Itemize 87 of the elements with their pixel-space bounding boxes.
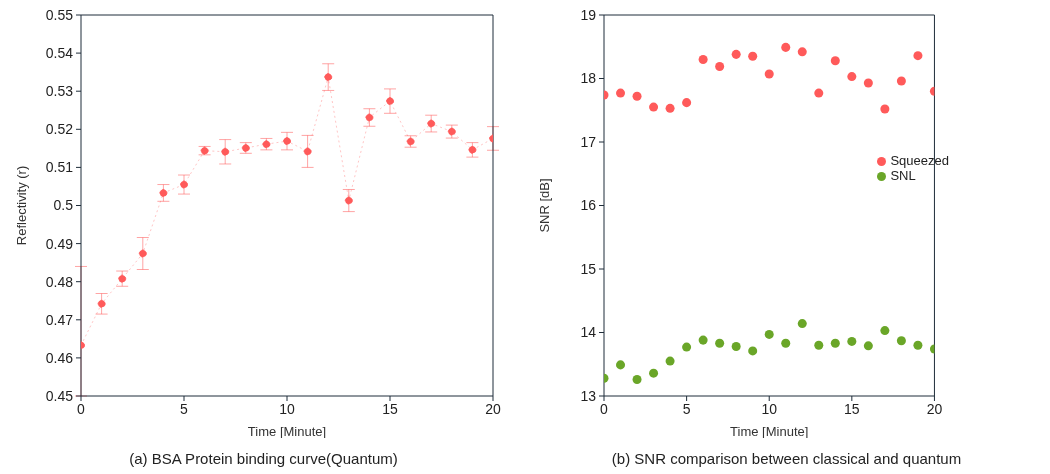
point — [781, 42, 791, 52]
point — [880, 104, 890, 114]
point — [814, 88, 824, 98]
y-axis-title: Reflectivity (r) — [13, 165, 29, 246]
text: (b) SNR comparison between classical and quantum — [611, 450, 962, 467]
point — [682, 98, 692, 108]
point — [913, 340, 923, 350]
point — [781, 338, 791, 348]
point — [365, 113, 374, 122]
y-tick-label: 0.46 — [45, 349, 74, 366]
point — [386, 97, 394, 106]
y-tick-label: 19 — [580, 6, 597, 23]
point — [649, 102, 659, 112]
x-tick-label: 5 — [682, 400, 691, 417]
y-tick-label: 0.48 — [45, 273, 74, 290]
point — [863, 78, 873, 88]
point — [896, 76, 906, 86]
point — [880, 326, 890, 336]
point — [221, 147, 230, 156]
y-tick-label: 15 — [580, 260, 597, 277]
y-tick-label: 18 — [580, 70, 597, 87]
y-tick-label: 0.52 — [45, 121, 74, 138]
x-tick-label: 15 — [382, 400, 398, 417]
x-tick-label: 0 — [600, 400, 609, 417]
point — [97, 299, 106, 308]
point — [764, 69, 774, 79]
point — [830, 338, 840, 348]
legend-label: SNL — [890, 168, 916, 183]
y-tick-label: 0.53 — [45, 83, 74, 100]
y-tick-label: 0.5 — [53, 197, 74, 214]
point — [468, 145, 477, 154]
point — [324, 73, 333, 82]
y-tick-label: 17 — [580, 133, 597, 150]
point — [180, 180, 188, 189]
point — [665, 356, 675, 366]
point — [830, 56, 840, 66]
point — [616, 88, 626, 98]
x-axis-title: Time [Minute] — [730, 424, 809, 439]
x-tick-label: 5 — [180, 400, 189, 417]
point — [632, 91, 642, 101]
point — [748, 51, 758, 61]
point — [896, 336, 906, 346]
point — [665, 103, 675, 113]
y-tick-label: 0.54 — [45, 45, 74, 62]
point — [847, 336, 857, 346]
text: (a) BSA Protein binding curve(Quantum) — [129, 450, 398, 467]
point — [682, 342, 692, 352]
point — [283, 137, 291, 146]
point — [731, 49, 741, 59]
point — [427, 119, 436, 128]
point — [797, 47, 807, 57]
x-tick-label: 10 — [279, 400, 295, 417]
y-tick-label: 0.45 — [45, 387, 74, 404]
y-tick-label: 0.49 — [45, 235, 74, 252]
x-tick-label: 0 — [77, 400, 86, 417]
point — [748, 346, 758, 356]
x-axis-title: Time [Minute] — [247, 424, 327, 439]
point — [344, 196, 353, 205]
point — [118, 274, 127, 283]
point — [764, 329, 774, 339]
y-axis-title: SNR [dB] — [536, 178, 552, 233]
point — [649, 368, 659, 378]
y-tick-label: 0.55 — [45, 6, 74, 23]
point — [138, 249, 147, 258]
point — [698, 54, 708, 64]
y-tick-label: 16 — [580, 197, 597, 214]
point — [814, 340, 824, 350]
x-tick-label: 20 — [926, 400, 943, 417]
point — [863, 341, 873, 351]
point — [797, 319, 807, 329]
point — [913, 51, 923, 61]
point — [715, 61, 725, 71]
x-tick-label: 10 — [761, 400, 778, 417]
point — [632, 374, 642, 384]
point — [715, 338, 725, 348]
point — [159, 188, 168, 197]
y-tick-label: 13 — [580, 387, 597, 404]
y-tick-label: 0.51 — [45, 159, 74, 176]
y-tick-label: 0.47 — [45, 311, 74, 328]
point — [847, 72, 857, 82]
y-tick-label: 14 — [580, 324, 597, 341]
x-tick-label: 20 — [485, 400, 501, 417]
x-tick-label: 15 — [844, 400, 860, 417]
point — [698, 335, 708, 345]
point — [616, 360, 626, 370]
point — [303, 147, 312, 156]
point — [731, 341, 741, 351]
